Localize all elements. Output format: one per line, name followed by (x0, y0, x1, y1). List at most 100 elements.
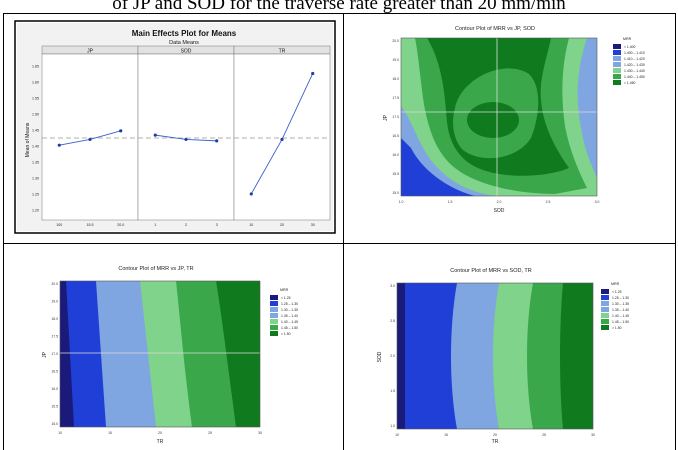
legend-swatch (613, 68, 621, 73)
contour1-legend: MRR < 1.400 1.400 – 1.410 1.410 – 1.420 1.42… (613, 37, 645, 85)
table-border-left (3, 13, 4, 450)
legend-label: 1.25 – 1.30 (612, 296, 629, 300)
y-tick-label: 1.60 (32, 81, 39, 85)
y-tick-label: 1.25 (32, 193, 39, 197)
y-tick-label: 3.0 (390, 284, 395, 288)
y-tick-label: 1.40 (32, 145, 39, 149)
legend-label: 1.40 – 1.45 (612, 314, 629, 318)
contour3-xlabel: TR (492, 439, 499, 445)
panel-plot-area (41, 53, 139, 221)
y-tick-label: 1.50 (32, 113, 39, 117)
y-tick-label: 1.35 (32, 161, 39, 165)
y-tick-label: 17.0 (392, 115, 399, 119)
legend-label: > 1.450 (624, 81, 636, 85)
x-tick-label: 30 (311, 223, 315, 227)
contour2-legend: MRR < 1.25 1.25 – 1.30 1.30 – 1.35 1.35 – 1.… (270, 288, 298, 336)
contour1-xlabel: SOD (494, 208, 505, 214)
contour3-legend: MRR < 1.25 1.25 – 1.30 1.30 – 1.35 1.35 – 1.… (601, 282, 629, 330)
main-effects-y-ticks: 1.65 1.60 1.55 1.50 1.45 1.40 1.35 1.30 1.25 1.20 (32, 65, 39, 213)
legend-label: 1.45 – 1.50 (281, 326, 298, 330)
x-tick-label: 1 (154, 223, 156, 227)
legend-title: MRR (623, 37, 632, 41)
data-point (249, 192, 253, 196)
data-point (57, 143, 61, 147)
legend-swatch (613, 56, 621, 61)
legend-swatch (601, 301, 609, 306)
main-effects-ylabel: Mean of Means (25, 122, 31, 157)
x-tick-label: 15 (108, 431, 112, 435)
x-tick-label: 20 (158, 431, 162, 435)
contour2-ylabel: JP (42, 351, 48, 358)
y-tick-label: 15.5 (392, 172, 399, 176)
legend-label: 1.30 – 1.35 (612, 302, 629, 306)
y-tick-label: 2.0 (390, 354, 395, 358)
y-tick-label: 1.0 (390, 424, 395, 428)
legend-label: 1.420 – 1.430 (624, 63, 645, 67)
x-tick-label: 20 (493, 433, 497, 437)
caption: of JP and SOD for the traverse rate grea… (112, 0, 566, 14)
contour1-title: Contour Plot of MRR vs JP, SOD (455, 26, 535, 32)
x-tick-label: 2 (185, 223, 187, 227)
legend-swatch (601, 307, 609, 312)
y-tick-label: 16.0 (51, 387, 58, 391)
legend-swatch (601, 325, 609, 330)
y-tick-label: 1.45 (32, 129, 39, 133)
x-tick-label: 1.0 (399, 200, 404, 204)
legend-label: < 1.400 (624, 45, 636, 49)
legend-swatch (270, 313, 278, 318)
contour-plot-jp-sod: Contour Plot of MRR vs JP, SOD SOD JP 1.… (355, 18, 660, 218)
legend-swatch (270, 325, 278, 330)
x-tick-label: 25 (208, 431, 212, 435)
data-point (88, 137, 92, 142)
data-point (215, 139, 219, 143)
y-tick-label: 18.0 (51, 317, 58, 321)
x-tick-label: 2.5 (546, 200, 551, 204)
contour-plot-sod-tr: Contour Plot of MRR vs SOD, TR TR SOD 10… (357, 257, 663, 447)
y-tick-label: 1.65 (32, 65, 39, 69)
panel-header-label: SOD (181, 49, 192, 55)
x-tick-label: 15.5 (87, 223, 94, 227)
x-tick-label: 30 (591, 433, 595, 437)
contour3-band-dark-navy (397, 283, 405, 429)
legend-label: > 1.50 (281, 332, 291, 336)
legend-label: < 1.25 (281, 296, 291, 300)
x-tick-label: 10 (395, 433, 399, 437)
legend-title: MRR (280, 288, 289, 292)
legend-label: > 1.50 (612, 326, 622, 330)
y-tick-label: 19.0 (51, 300, 58, 304)
legend-swatch (270, 295, 278, 300)
x-tick-label: 30 (258, 431, 262, 435)
legend-swatch (601, 295, 609, 300)
legend-swatch (601, 319, 609, 324)
legend-label: < 1.25 (612, 290, 622, 294)
legend-label: 1.410 – 1.420 (624, 57, 645, 61)
legend-swatch (613, 74, 621, 79)
data-point (153, 133, 157, 137)
table-divider-vertical (343, 13, 344, 450)
panel-plot-area (233, 53, 331, 221)
contour3-ticks: 10 15 20 25 30 3.0 2.5 2.0 1.5 1.0 (390, 284, 595, 437)
panel-header-label: TR (279, 49, 286, 55)
contour1-ticks: 1.0 1.5 2.0 2.5 3.0 20.0 19.0 18.0 17.5 17.0 16.5 1… (392, 39, 599, 204)
table-divider-horizontal (3, 243, 676, 244)
legend-swatch (613, 44, 621, 49)
data-point (184, 137, 188, 142)
contour2-ticks: 10 15 20 25 30 20.0 19.0 18.0 17.5 17.0 16.5 16.0 15… (51, 282, 262, 435)
y-tick-label: 17.5 (51, 335, 58, 339)
y-tick-label: 15.0 (392, 191, 399, 195)
legend-label: 1.35 – 1.40 (612, 308, 629, 312)
legend-swatch (613, 50, 621, 55)
table-border-right (675, 13, 676, 450)
legend-swatch (270, 301, 278, 306)
contour1-ylabel: JP (383, 114, 389, 121)
legend-label: 1.35 – 1.40 (281, 314, 298, 318)
table-border-top (3, 13, 676, 14)
legend-swatch (613, 62, 621, 67)
contour2-band-dark-navy (60, 281, 74, 427)
legend-label: 1.400 – 1.410 (624, 51, 645, 55)
y-tick-label: 17.0 (51, 352, 58, 356)
y-tick-label: 15.0 (51, 422, 58, 426)
main-effects-title: Main Effects Plot for Means (132, 29, 237, 38)
x-tick-label: 2.0 (497, 200, 502, 204)
x-tick-label: 10 (249, 223, 253, 227)
